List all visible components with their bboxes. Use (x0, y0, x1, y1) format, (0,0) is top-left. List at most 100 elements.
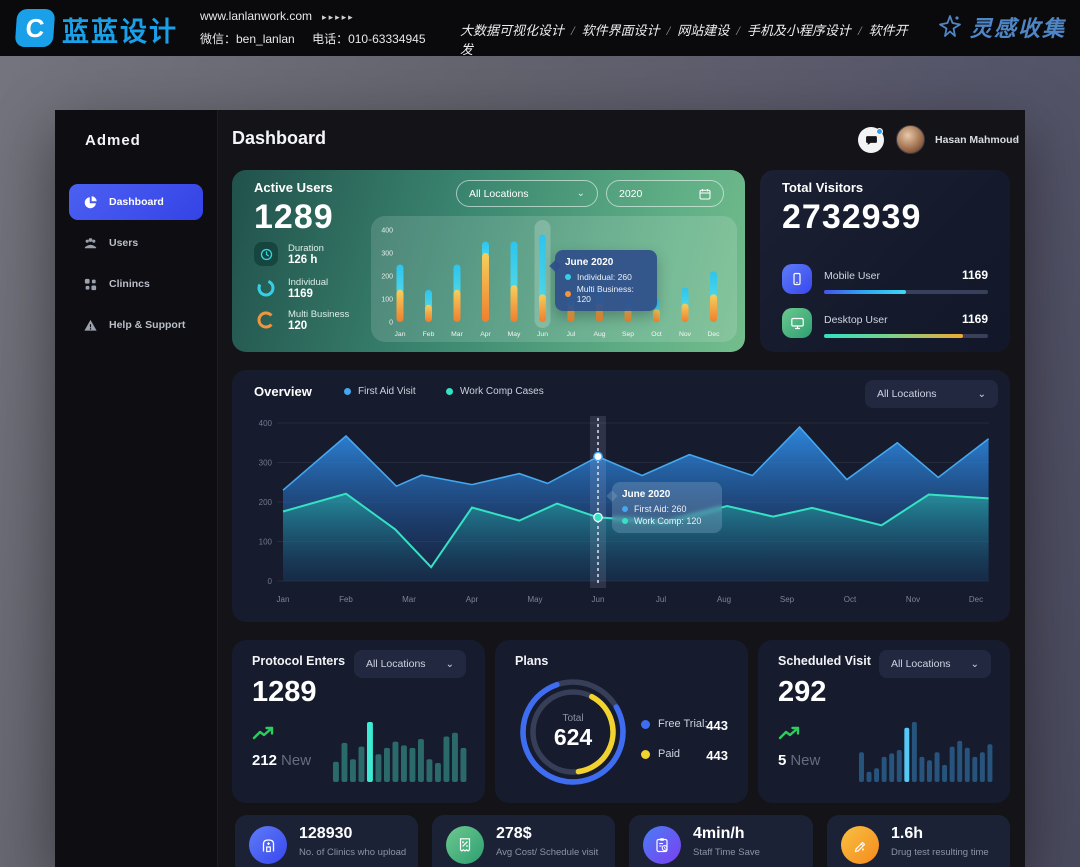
desktop-user-label: Desktop User (824, 314, 888, 326)
lanlan-logo-icon[interactable]: C (14, 9, 56, 47)
logo-text[interactable]: 蓝蓝设计 (62, 17, 178, 47)
menu-item[interactable]: 手机及小程序设计 (746, 23, 851, 38)
warning-icon (84, 319, 97, 331)
sidebar-item-label: Dashboard (109, 196, 164, 208)
overview-tooltip: June 2020 First Aid: 260 Work Comp: 120 (612, 482, 722, 533)
user-menu-chevron-icon[interactable]: ⌄ (1010, 133, 1020, 145)
desktop-progress-bar (824, 334, 988, 338)
protocol-sparkline (333, 722, 467, 782)
individual-stat: Individual 1169 (254, 276, 328, 300)
notifications-button[interactable] (858, 127, 884, 153)
svg-text:300: 300 (259, 459, 273, 468)
total-visitors-card: Total Visitors 2732939 Mobile User 1169 … (760, 170, 1010, 352)
orange-dot-icon (565, 291, 571, 297)
svg-text:May: May (508, 331, 521, 338)
sidebar-item-dashboard[interactable]: Dashboard (69, 184, 203, 220)
card-title: Active Users (254, 180, 333, 195)
svg-text:Mar: Mar (451, 331, 463, 338)
protocol-delta: 212 New (252, 752, 312, 769)
svg-text:Mar: Mar (402, 595, 416, 604)
svg-text:0: 0 (268, 577, 273, 586)
clipboard-clock-icon (643, 826, 681, 864)
site-url[interactable]: www.lanlanwork.com ▸▸▸▸▸ (200, 9, 355, 23)
user-name[interactable]: Hasan Mahmoud (935, 134, 1020, 146)
svg-text:100: 100 (259, 538, 273, 547)
legend-work-comp: Work Comp Cases (446, 386, 544, 397)
kpi-staff-time-card: 4min/h Staff Time Save (629, 815, 813, 867)
overview-location-dropdown[interactable]: All Locations ⌄ (865, 380, 998, 408)
menu-item[interactable]: 软件界面设计 (581, 23, 660, 38)
kpi-value: 278$ (496, 825, 532, 842)
legend-first-aid: First Aid Visit (344, 386, 416, 397)
active-users-tooltip: June 2020 Individual: 260 Multi Business… (555, 250, 657, 311)
menu-item[interactable]: 网站建设 (677, 23, 730, 38)
card-title: Total Visitors (782, 180, 864, 195)
chevron-down-icon: ⌄ (977, 388, 986, 400)
protocol-location-dropdown[interactable]: All Locations ⌄ (354, 650, 466, 678)
phone-label: 电话：010-63334945 (312, 32, 426, 46)
scheduled-visit-card: Scheduled Visit All Locations ⌄ 292 5 New (758, 640, 1010, 803)
teal-dot-icon (622, 518, 628, 524)
scheduled-sparkline (859, 722, 993, 782)
sidebar: Admed Dashboard Users (55, 110, 218, 867)
svg-text:Jun: Jun (592, 595, 605, 604)
grid-icon (84, 278, 97, 290)
dashboard-app: Admed Dashboard Users (55, 110, 1025, 867)
mobile-progress-bar (824, 290, 988, 294)
sidebar-item-users[interactable]: Users (69, 225, 203, 261)
clock-icon (254, 242, 278, 266)
svg-text:Nov: Nov (906, 595, 920, 604)
total-visitors-value: 2732939 (782, 198, 922, 236)
notification-badge (876, 128, 883, 135)
svg-text:Jan: Jan (395, 331, 406, 338)
multi-business-stat: Multi Business 120 (254, 308, 349, 332)
active-users-card: Active Users All Locations ⌄ 2020 1289 Du… (232, 170, 745, 352)
blue-dot-icon (641, 719, 650, 729)
donut-center: Total 624 (553, 713, 593, 750)
svg-text:300: 300 (381, 251, 393, 258)
menu-item[interactable]: 大数据可视化设计 (460, 23, 565, 38)
svg-text:Jun: Jun (537, 331, 548, 338)
mobile-user-value: 1169 (961, 268, 988, 282)
svg-text:Feb: Feb (423, 331, 435, 338)
svg-text:Aug: Aug (593, 331, 605, 338)
legend-free-trial: Free Trial: (641, 718, 708, 730)
svg-text:Aug: Aug (717, 595, 731, 604)
contact-info: 微信：ben_lanlan 电话：010-63334945 (200, 30, 440, 47)
protocol-value: 1289 (252, 676, 317, 708)
active-users-year-dropdown[interactable]: 2020 (606, 180, 724, 207)
kpi-drug-test-card: 1.6h Drug test resulting time (827, 815, 1010, 867)
mobile-user-label: Mobile User (824, 270, 881, 282)
active-users-chart-panel: 400 300 200 100 0 Jan Feb Mar Apr May Jun Jul Aug Sep… (371, 216, 737, 342)
kpi-label: Drug test resulting time (891, 847, 989, 858)
page-title: Dashboard (232, 128, 327, 148)
pie-chart-icon (84, 195, 97, 208)
card-title: Protocol Enters (252, 654, 346, 668)
app-brand: Admed (85, 132, 141, 149)
svg-text:May: May (527, 595, 542, 604)
svg-text:Sep: Sep (622, 331, 634, 338)
kpi-label: Avg Cost/ Schedule visit (496, 847, 599, 858)
kpi-label: No. of Clinics who upload (299, 847, 407, 858)
svg-text:Jul: Jul (656, 595, 666, 604)
active-users-location-dropdown[interactable]: All Locations ⌄ (456, 180, 598, 207)
kpi-value: 1.6h (891, 825, 924, 842)
pen-icon (841, 826, 879, 864)
user-avatar[interactable] (896, 125, 925, 154)
kpi-label: Staff Time Save (693, 847, 760, 858)
menu-item[interactable]: 软件开发 (460, 23, 908, 57)
users-icon (84, 237, 97, 248)
cyan-ring-icon (254, 276, 278, 300)
svg-text:200: 200 (259, 498, 273, 507)
inspiration-collect[interactable]: 灵感收集 (937, 11, 1066, 43)
mobile-icon (782, 264, 812, 294)
sidebar-item-clinics[interactable]: Clinincs (69, 266, 203, 302)
sidebar-item-help-support[interactable]: Help & Support (69, 307, 203, 343)
protocol-enters-card: Protocol Enters All Locations ⌄ 1289 212 N… (232, 640, 485, 803)
plans-card: Plans Total 624 Free Trial: 443 Paid 443 (495, 640, 748, 803)
scheduled-location-dropdown[interactable]: All Locations ⌄ (879, 650, 991, 678)
svg-text:Dec: Dec (707, 331, 720, 338)
card-title: Plans (515, 654, 549, 668)
sidebar-item-label: Users (109, 237, 139, 249)
chevron-down-icon: ⌄ (970, 658, 979, 670)
